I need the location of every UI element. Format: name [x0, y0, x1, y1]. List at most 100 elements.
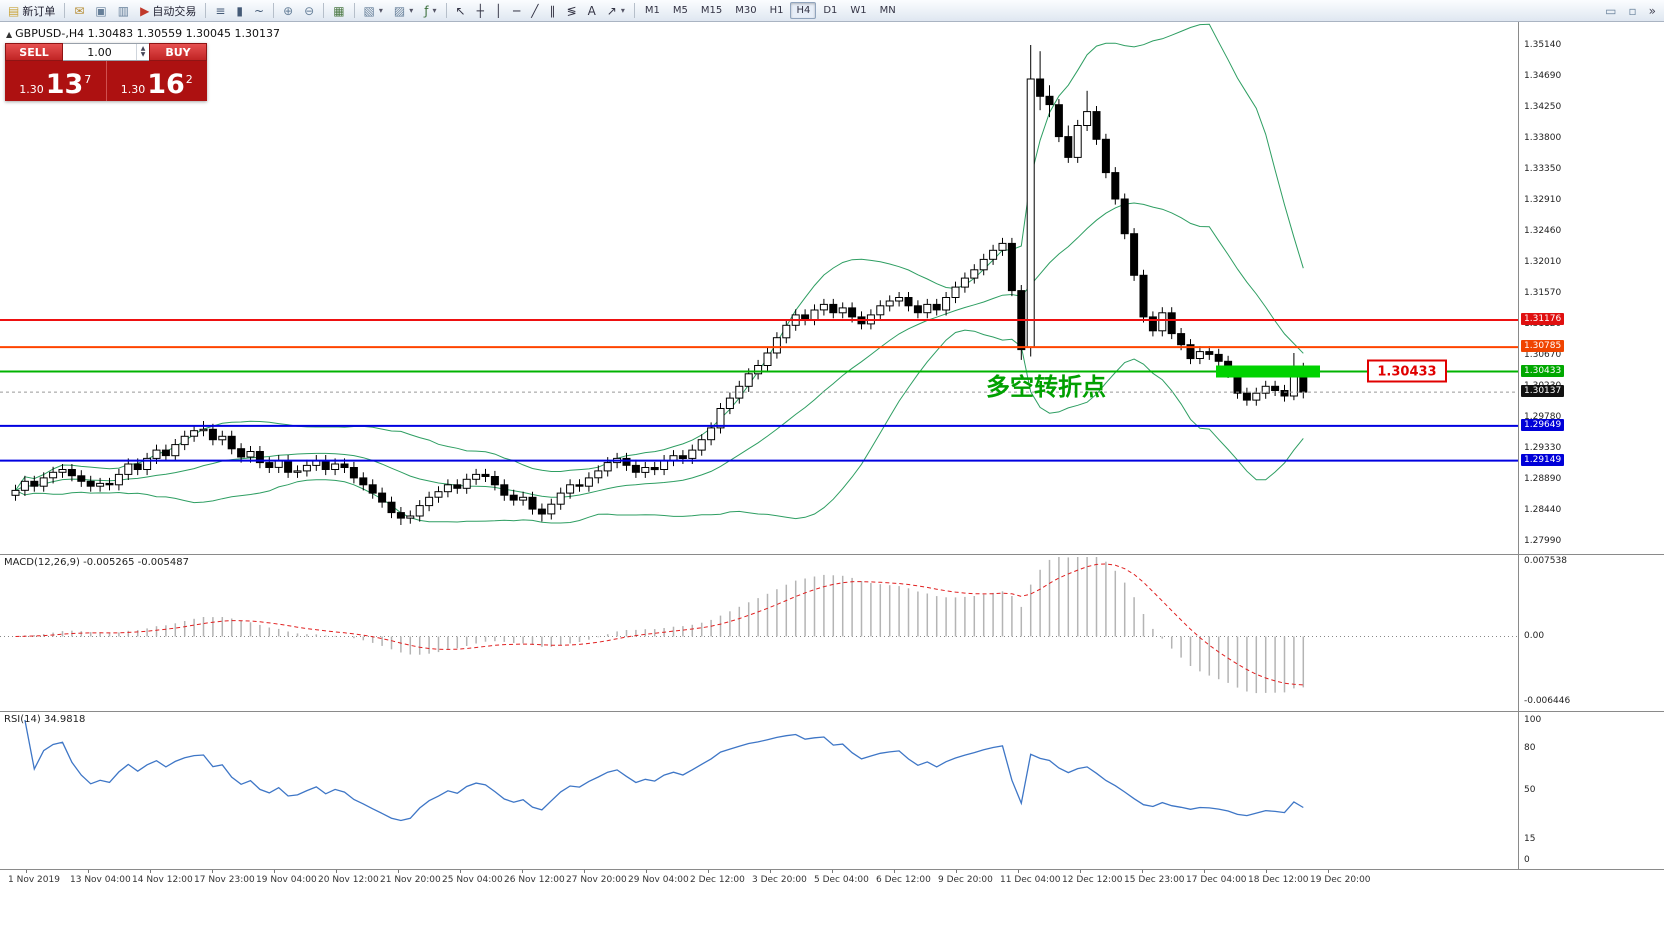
vertical-line-button[interactable]: │ [490, 1, 507, 21]
price-axis-label: 1.29780 [1524, 412, 1562, 422]
candle-body [321, 460, 330, 470]
candlestick-button[interactable]: ▮ [231, 1, 248, 21]
price-chart-canvas[interactable]: 多空转折点 1.30433 [0, 22, 1518, 554]
timeframe-mn-button[interactable]: MN [879, 5, 896, 16]
overflow-chevron-button[interactable]: » [1644, 1, 1661, 21]
price-label-box[interactable] [1367, 359, 1447, 383]
price-axis-label: 1.33800 [1524, 133, 1562, 143]
sell-price[interactable]: 1.30 13 7 [5, 61, 107, 101]
candle-body [453, 484, 462, 489]
candle-body [838, 307, 847, 314]
rsi-axis-label: 0 [1524, 855, 1530, 865]
candle-body [462, 478, 471, 489]
buy-price[interactable]: 1.30 16 2 [107, 61, 208, 101]
new-order-button[interactable]: ▤ 新订单 [3, 1, 60, 21]
candle-body [1101, 138, 1110, 174]
buy-button[interactable]: BUY [149, 43, 207, 61]
new-chart-button[interactable]: ▧ ▾ [359, 1, 388, 21]
candle-body [11, 489, 20, 496]
channel-button[interactable]: ∥ [545, 1, 561, 21]
candle-body [509, 494, 518, 501]
auto-trading-button[interactable]: ▶ 自动交易 [135, 1, 201, 21]
rsi-axis: 100 80 50 15 0 [1518, 712, 1664, 869]
zoom-out-button[interactable]: ⊖ [299, 1, 319, 21]
timeframe-h4-button[interactable]: H4 [790, 2, 817, 19]
cursor-button[interactable]: ↖ [451, 1, 471, 21]
auto-scroll-button[interactable]: ▫ [1624, 1, 1642, 21]
lot-size-value: 1.00 [87, 45, 112, 59]
lot-size-input[interactable]: 1.00 ▲ ▼ [63, 43, 149, 61]
time-axis-label: 21 Nov 20:00 [380, 875, 441, 885]
fibonacci-icon: ≶ [566, 3, 577, 18]
candle-body [218, 435, 227, 441]
trendline-button[interactable]: ╱ [526, 1, 543, 21]
candle-body [631, 464, 640, 473]
timeframe-w1-button[interactable]: W1 [850, 5, 867, 16]
toolbar-separator [323, 3, 325, 18]
print-button[interactable]: ▣ [90, 1, 111, 21]
highlight-segment[interactable] [1216, 365, 1320, 378]
time-axis-tick [832, 870, 833, 873]
rsi-canvas[interactable] [0, 712, 1518, 869]
macd-canvas[interactable] [0, 555, 1518, 711]
timeframe-m1-button[interactable]: M1 [644, 5, 660, 16]
chevron-down-icon[interactable]: ▾ [620, 6, 625, 15]
one-click-trading-panel: SELL 1.00 ▲ ▼ BUY 1.30 13 7 1.30 [5, 43, 207, 101]
candle-body [951, 286, 960, 299]
macd-axis-label: 0.00 [1524, 631, 1545, 641]
profiles-button[interactable]: ▨ ▾ [389, 1, 418, 21]
text-button[interactable]: A [583, 1, 601, 21]
candle-body [293, 470, 302, 473]
line-chart-icon: ~ [254, 3, 265, 18]
time-axis-label: 2 Dec 12:00 [690, 875, 745, 885]
tile-windows-button[interactable]: ▦ [328, 1, 349, 21]
timeframe-m5-button[interactable]: M5 [672, 5, 688, 16]
horizontal-line-button[interactable]: ─ [508, 1, 525, 21]
indicators-button[interactable]: ƒ ▾ [419, 1, 441, 21]
candle-body [1195, 351, 1204, 360]
candle-body [819, 303, 828, 311]
time-axis-tick [1328, 870, 1329, 873]
lot-up-icon[interactable]: ▲ [140, 45, 146, 52]
candle-body [810, 309, 819, 321]
data-window-button[interactable]: ▥ [113, 1, 134, 21]
chevron-down-icon[interactable]: ▾ [409, 6, 414, 15]
bar-chart-button[interactable]: ≡ [210, 1, 230, 21]
timeframe-h1-button[interactable]: H1 [769, 5, 784, 16]
bar-chart-icon: ≡ [215, 3, 226, 18]
channel-icon: ∥ [549, 3, 556, 18]
time-axis[interactable]: 1 Nov 2019 13 Nov 04:00 14 Nov 12:00 17 Nov… [0, 870, 1664, 946]
sell-button[interactable]: SELL [5, 43, 63, 61]
timeframe-m30-button[interactable]: M30 [735, 5, 757, 16]
candle-body [594, 470, 603, 479]
rsi-axis-label: 100 [1524, 715, 1542, 725]
fibonacci-button[interactable]: ≶ [562, 1, 582, 21]
print-icon: ▣ [95, 3, 107, 18]
crosshair-button[interactable]: ┼ [472, 1, 489, 21]
timeframe-d1-button[interactable]: D1 [823, 5, 838, 16]
candle-body [20, 480, 29, 491]
arrows-button[interactable]: ↗ ▾ [602, 1, 630, 21]
time-axis-label: 15 Dec 23:00 [1124, 875, 1185, 885]
chevron-down-icon[interactable]: ▾ [378, 6, 383, 15]
candle-body [180, 435, 189, 446]
toolbar-right-items: ▭ ▫ » [1600, 1, 1661, 21]
chevron-down-icon[interactable]: ▾ [432, 6, 437, 15]
line-chart-button[interactable]: ~ [249, 1, 269, 21]
lot-down-icon[interactable]: ▼ [140, 51, 146, 58]
candle-body [1036, 78, 1045, 97]
annotation-text[interactable]: 多空转折点 [986, 373, 1106, 401]
zoom-in-button[interactable]: ⊕ [278, 1, 298, 21]
mail-button[interactable]: ✉ [69, 1, 89, 21]
candle-body [1139, 274, 1148, 318]
price-axis[interactable]: 1.35140 1.34690 1.34250 1.33800 1.33350 1.329… [1518, 22, 1664, 554]
trendline-icon: ╱ [531, 3, 539, 18]
timeframe-m15-button[interactable]: M15 [700, 5, 723, 16]
toolbar-separator [633, 3, 635, 18]
chart-shift-button[interactable]: ▭ [1600, 1, 1621, 21]
price-axis-label: 1.34250 [1524, 102, 1562, 112]
candle-body [378, 492, 387, 503]
lot-spinner[interactable]: ▲ ▼ [136, 44, 149, 60]
price-badge-1.29149: 1.29149 [1521, 454, 1565, 466]
time-axis-label: 3 Dec 20:00 [752, 875, 807, 885]
